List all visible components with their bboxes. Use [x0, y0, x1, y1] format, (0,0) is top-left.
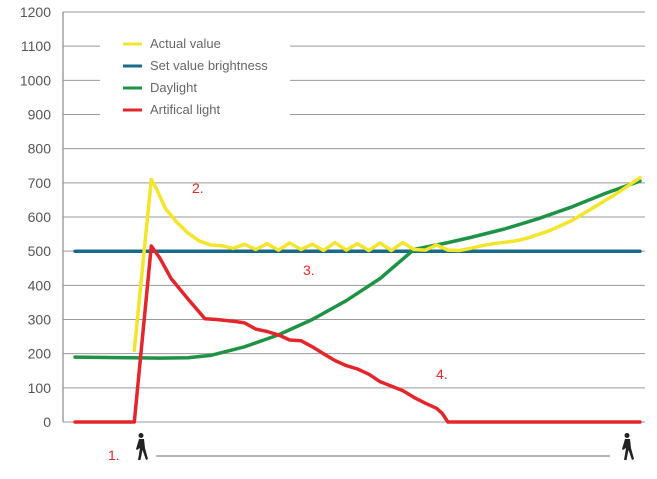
- legend-label-daylight: Daylight: [150, 80, 197, 95]
- person-walking-icon: [136, 433, 148, 460]
- y-tick-label: 500: [28, 243, 52, 259]
- y-tick-label: 1000: [20, 72, 51, 88]
- y-tick-label: 300: [28, 312, 52, 328]
- annotation-4: 4.: [436, 366, 448, 382]
- y-tick-label: 400: [28, 277, 52, 293]
- y-tick-label: 700: [28, 175, 52, 191]
- series-line-daylight: [73, 179, 642, 360]
- legend-label-artifical-light: Artifical light: [150, 102, 220, 117]
- y-tick-label: 800: [28, 141, 52, 157]
- y-tick-label: 1200: [20, 4, 51, 20]
- legend: Actual value Set value brightness Daylig…: [100, 30, 290, 125]
- annotation-2: 2.: [192, 180, 204, 196]
- y-tick-label: 200: [28, 346, 52, 362]
- annotation-3: 3.: [303, 262, 315, 278]
- person-walking-icon: [622, 433, 634, 460]
- y-tick-label: 600: [28, 209, 52, 225]
- series-line-actual-value: [132, 175, 642, 353]
- y-tick-label: 1100: [21, 38, 51, 54]
- y-tick-label: 0: [43, 414, 51, 430]
- legend-label-actual-value: Actual value: [150, 36, 221, 51]
- y-tick-labels: 0 100 200 300 400 500 600 700 800 900 1000 1100 1200: [20, 4, 51, 430]
- series-line-artifical-light: [73, 244, 642, 424]
- annotation-1: 1.: [108, 447, 120, 463]
- series-lines: [73, 175, 642, 424]
- y-tick-label: 100: [28, 380, 52, 396]
- y-tick-label: 900: [28, 107, 52, 123]
- legend-label-set-value-brightness: Set value brightness: [150, 58, 268, 73]
